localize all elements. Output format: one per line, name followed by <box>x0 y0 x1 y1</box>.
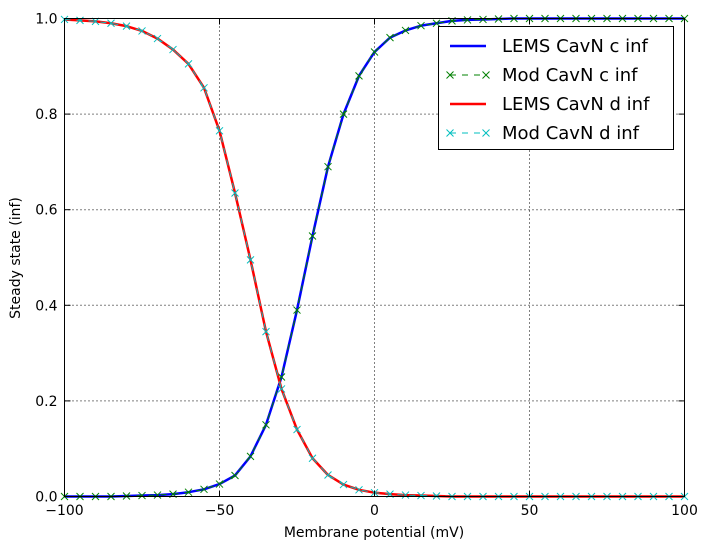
tick-layer: −100 −50 0 50 100 0.0 0.2 0.4 0.6 0.8 1.0 <box>35 12 698 520</box>
y-tick-label: 1.0 <box>35 12 57 28</box>
data-point <box>246 452 255 461</box>
y-tick-label: 0.8 <box>35 107 57 123</box>
data-point <box>184 60 193 68</box>
data-point <box>417 21 425 30</box>
data-point <box>401 491 410 499</box>
data-point <box>355 72 363 80</box>
data-point <box>200 83 208 92</box>
x-tick-label: 0 <box>370 503 379 519</box>
data-point <box>293 306 301 314</box>
data-point <box>215 480 224 488</box>
legend-label: LEMS CavN d inf <box>502 94 650 115</box>
legend-label: Mod CavN d inf <box>502 123 640 144</box>
data-point <box>463 16 472 24</box>
data-point <box>339 480 348 489</box>
data-point <box>308 232 317 240</box>
legend: LEMS CavN c inf Mod CavN c inf LEMS CavN d… <box>438 26 674 150</box>
data-point <box>215 126 224 135</box>
data-point <box>386 33 394 42</box>
legend-marker <box>482 71 490 79</box>
x-tick-label: 50 <box>521 503 539 519</box>
data-point <box>91 17 100 26</box>
data-point <box>324 162 332 171</box>
x-axis-label: Membrane potential (mV) <box>284 525 464 541</box>
data-point <box>246 256 255 264</box>
data-point <box>401 26 410 35</box>
data-point <box>200 485 208 494</box>
data-point <box>138 27 146 35</box>
legend-marker <box>446 129 454 137</box>
y-tick-label: 0.2 <box>35 394 57 410</box>
y-tick-label: 0.6 <box>35 203 57 219</box>
data-point <box>153 491 162 499</box>
legend-entry: LEMS CavN d inf <box>450 94 650 115</box>
data-point <box>417 491 425 500</box>
legend-marker <box>482 129 490 137</box>
data-point <box>153 34 162 43</box>
data-point <box>231 189 239 197</box>
data-point <box>293 425 301 434</box>
data-point <box>107 19 115 28</box>
data-point <box>262 327 270 336</box>
data-point <box>122 22 131 31</box>
legend-entries: LEMS CavN c inf Mod CavN c inf LEMS CavN d… <box>446 36 650 144</box>
x-tick-label: −50 <box>205 503 235 519</box>
data-point <box>479 15 487 24</box>
data-point <box>169 45 177 54</box>
legend-label: Mod CavN c inf <box>502 65 638 86</box>
data-point <box>339 110 348 118</box>
x-tick-label: −100 <box>45 503 83 519</box>
data-point <box>138 491 146 500</box>
legend-entry: Mod CavN d inf <box>446 123 640 144</box>
data-point <box>308 454 317 463</box>
data-point <box>324 471 332 479</box>
x-tick-label: 100 <box>671 503 698 519</box>
data-point <box>370 48 379 56</box>
data-point <box>184 488 193 497</box>
y-tick-label: 0.0 <box>35 490 57 506</box>
data-point <box>262 420 270 429</box>
data-point <box>277 385 286 393</box>
legend-label: LEMS CavN c inf <box>502 36 649 57</box>
legend-entry: Mod CavN c inf <box>446 65 638 86</box>
data-point <box>432 19 441 28</box>
data-point <box>355 485 363 494</box>
data-point <box>231 471 239 480</box>
legend-marker <box>446 71 454 79</box>
legend-entry: LEMS CavN c inf <box>450 36 649 57</box>
y-tick-label: 0.4 <box>35 298 57 314</box>
y-axis-label: Steady state (inf) <box>8 197 24 319</box>
